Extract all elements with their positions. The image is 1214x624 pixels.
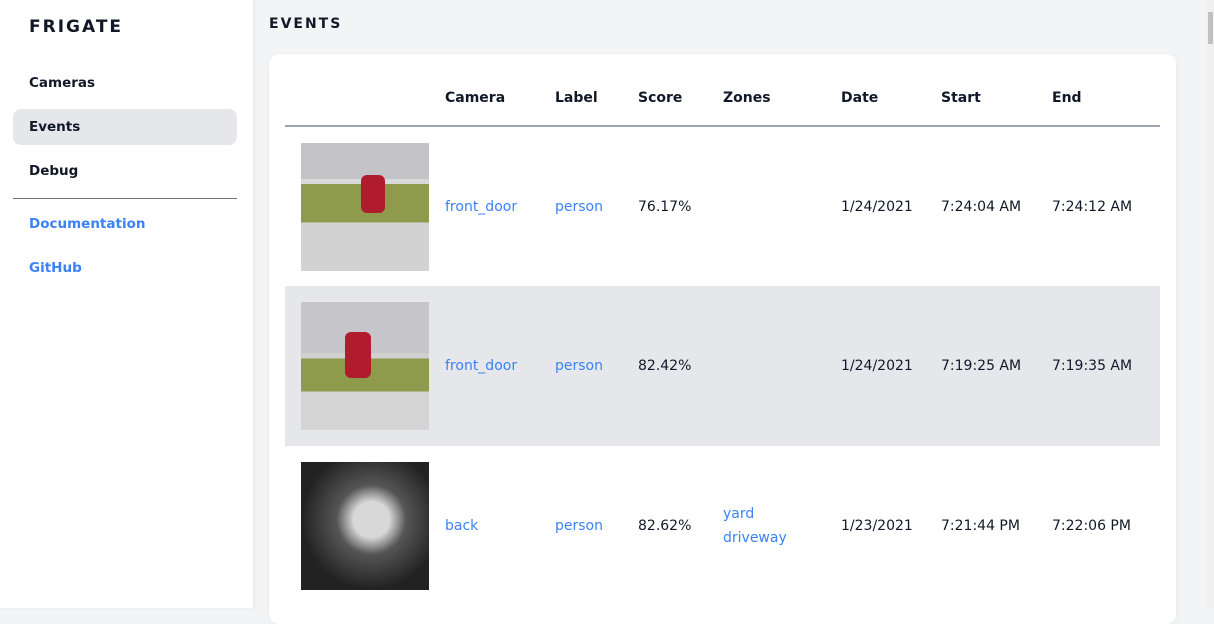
sidebar-item-events[interactable]: Events: [13, 109, 237, 145]
camera-link[interactable]: front_door: [445, 358, 518, 374]
zone-link[interactable]: driveway: [723, 530, 787, 546]
scrollbar[interactable]: [1207, 0, 1214, 608]
date: 1/24/2021: [841, 286, 941, 446]
col-end: End: [1052, 74, 1160, 127]
zone-link[interactable]: yard: [723, 506, 755, 522]
date: 1/23/2021: [841, 518, 913, 534]
col-zones: Zones: [723, 74, 841, 127]
camera-link[interactable]: front_door: [445, 198, 518, 215]
score: 82.42%: [638, 286, 723, 446]
label-link[interactable]: person: [555, 358, 603, 374]
divider: [13, 198, 237, 199]
col-label: Label: [555, 74, 638, 127]
col-camera: Camera: [445, 74, 555, 127]
event-thumbnail[interactable]: [301, 142, 429, 271]
score: 82.62%: [638, 518, 692, 534]
sidebar-item-cameras[interactable]: Cameras: [29, 75, 96, 91]
sidebar-item-debug[interactable]: Debug: [29, 163, 79, 179]
col-date: Date: [841, 74, 941, 127]
label-link[interactable]: person: [555, 518, 603, 534]
start-time: 7:24:04 AM: [941, 198, 1022, 215]
page-title: EVENTS: [269, 16, 343, 32]
table-row[interactable]: back person 82.62% yard driveway 1/23/202…: [285, 446, 1160, 606]
date: 1/24/2021: [841, 198, 913, 215]
end-time: 7:24:12 AM: [1052, 198, 1133, 215]
end-time: 7:22:06 PM: [1052, 518, 1131, 534]
start-time: 7:19:25 AM: [941, 286, 1052, 446]
camera-link[interactable]: back: [445, 518, 479, 534]
event-thumbnail[interactable]: [301, 462, 429, 590]
label-link[interactable]: person: [555, 198, 603, 215]
event-thumbnail[interactable]: [301, 302, 429, 430]
table-row[interactable]: front_door person 76.17% 1/24/2021 7:24:…: [285, 126, 1160, 286]
events-card: Camera Label Score Zones Date Start End …: [269, 54, 1176, 624]
end-time: 7:19:35 AM: [1052, 286, 1160, 446]
sidebar: FRIGATE Cameras Events Debug Documentati…: [0, 0, 253, 608]
start-time: 7:21:44 PM: [941, 518, 1020, 534]
col-thumbnail: [285, 74, 445, 127]
score: 76.17%: [638, 198, 692, 215]
brand-logo: FRIGATE: [29, 17, 124, 37]
col-score: Score: [638, 74, 723, 127]
link-documentation[interactable]: Documentation: [29, 216, 146, 232]
link-github[interactable]: GitHub: [29, 260, 82, 276]
table-header: Camera Label Score Zones Date Start End: [285, 74, 1160, 127]
table-row[interactable]: front_door person 82.42% 1/24/2021 7:19:…: [285, 286, 1160, 446]
scrollbar-thumb[interactable]: [1208, 12, 1213, 44]
events-table: Camera Label Score Zones Date Start End …: [285, 74, 1160, 606]
col-start: Start: [941, 74, 1052, 127]
